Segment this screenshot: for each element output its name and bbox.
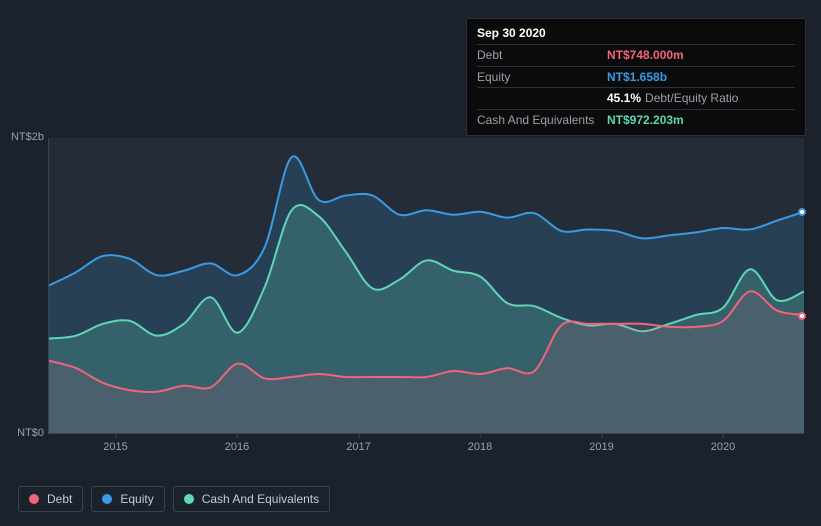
info-row: DebtNT$748.000m	[477, 44, 795, 66]
legend-label: Cash And Equivalents	[202, 492, 319, 506]
x-axis-label: 2020	[711, 441, 735, 453]
legend: Debt Equity Cash And Equivalents	[18, 486, 330, 512]
x-axis: 2015 2016 2017 2018 2019 2020	[48, 438, 804, 458]
info-box: Sep 30 2020 DebtNT$748.000mEquityNT$1.65…	[466, 18, 806, 136]
legend-label: Debt	[47, 492, 72, 506]
info-row-label: Debt	[477, 47, 607, 64]
info-row-value: NT$748.000m	[607, 47, 684, 64]
info-row: 45.1%Debt/Equity Ratio	[477, 87, 795, 109]
info-row-suffix: Debt/Equity Ratio	[645, 91, 738, 105]
legend-item-equity[interactable]: Equity	[91, 486, 164, 512]
plot-area	[48, 138, 804, 434]
chart-container: Sep 30 2020 DebtNT$748.000mEquityNT$1.65…	[0, 0, 821, 526]
info-row-value: NT$1.658b	[607, 69, 667, 86]
info-row-label: Cash And Equivalents	[477, 112, 607, 129]
info-date: Sep 30 2020	[477, 25, 795, 44]
chart: NT$2bNT$0 201520162017201820192020	[18, 120, 804, 440]
legend-item-debt[interactable]: Debt	[18, 486, 83, 512]
legend-item-cash-and-equivalents[interactable]: Cash And Equivalents	[173, 486, 330, 512]
info-rows: DebtNT$748.000mEquityNT$1.658b45.1%Debt/…	[477, 44, 795, 131]
info-row: Cash And EquivalentsNT$972.203m	[477, 109, 795, 131]
x-axis-label: 2018	[468, 441, 492, 453]
info-row-value: NT$972.203m	[607, 112, 684, 129]
legend-label: Equity	[120, 492, 153, 506]
info-row-label	[477, 90, 607, 107]
y-axis-label: NT$0	[0, 427, 44, 439]
legend-swatch	[184, 494, 194, 504]
x-axis-label: 2017	[346, 441, 370, 453]
end-marker	[798, 312, 806, 320]
x-axis-label: 2016	[225, 441, 249, 453]
y-axis-label: NT$2b	[0, 131, 44, 143]
info-row-label: Equity	[477, 69, 607, 86]
legend-swatch	[29, 494, 39, 504]
x-axis-label: 2015	[103, 441, 127, 453]
info-row-value: 45.1%Debt/Equity Ratio	[607, 90, 738, 107]
info-row: EquityNT$1.658b	[477, 66, 795, 88]
end-marker	[798, 208, 806, 216]
x-axis-label: 2019	[589, 441, 613, 453]
legend-swatch	[102, 494, 112, 504]
